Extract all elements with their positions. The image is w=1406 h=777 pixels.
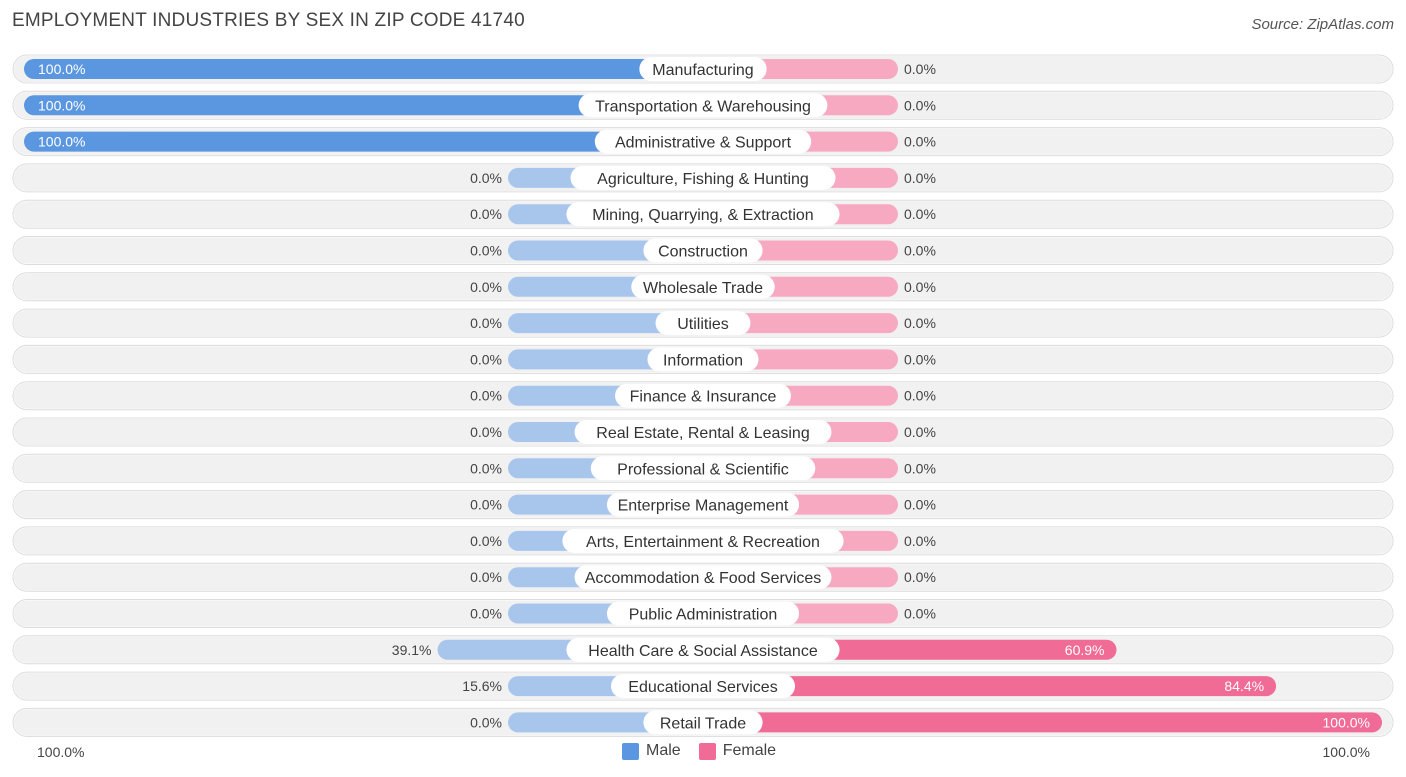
value-label-male: 0.0%	[470, 424, 502, 440]
category-label: Professional & Scientific	[617, 461, 789, 478]
value-label-male: 0.0%	[470, 460, 502, 476]
value-label-female: 0.0%	[904, 497, 936, 513]
category-label: Utilities	[677, 316, 729, 333]
legend-item-male: Male	[622, 742, 681, 760]
value-label-male: 0.0%	[470, 351, 502, 367]
category-pill	[611, 674, 795, 699]
category-label: Manufacturing	[652, 62, 753, 79]
bar-female	[703, 313, 898, 334]
bar-female	[703, 712, 1382, 733]
category-label: Accommodation & Food Services	[585, 570, 822, 587]
source-label: Source: ZipAtlas.com	[1251, 16, 1394, 33]
category-label: Real Estate, Rental & Leasing	[596, 425, 809, 442]
category-label: Mining, Quarrying, & Extraction	[592, 207, 813, 224]
category-pill	[566, 637, 840, 662]
value-label-male: 100.0%	[38, 97, 85, 113]
category-pill	[639, 57, 767, 81]
legend-label-male: Male	[646, 742, 681, 759]
value-label-male: 15.6%	[462, 678, 502, 694]
value-label-male: 0.0%	[470, 497, 502, 513]
category-pill	[578, 93, 828, 118]
category-label: Administrative & Support	[615, 135, 792, 152]
value-label-female: 0.0%	[904, 388, 936, 404]
bar-male	[508, 313, 703, 334]
category-pill	[647, 347, 759, 372]
legend-swatch-female	[698, 742, 716, 760]
category-label: Construction	[658, 244, 748, 261]
legend: Male Female	[622, 742, 786, 760]
axis-right-label: 100.0%	[1322, 744, 1370, 760]
value-label-female: 0.0%	[904, 606, 936, 622]
value-label-female: 0.0%	[904, 279, 936, 295]
category-pill	[562, 528, 844, 553]
category-label: Information	[663, 352, 743, 369]
value-label-female: 0.0%	[904, 97, 936, 113]
value-label-female: 100.0%	[1323, 714, 1370, 730]
axis-left-label: 100.0%	[37, 744, 85, 760]
bar-male	[24, 131, 703, 152]
bar-male	[24, 95, 703, 116]
category-label: Wholesale Trade	[643, 280, 763, 297]
category-label: Educational Services	[628, 679, 777, 696]
category-pill	[574, 565, 832, 590]
value-label-male: 0.0%	[470, 170, 502, 186]
legend-item-female: Female	[698, 742, 777, 760]
value-label-male: 0.0%	[470, 315, 502, 331]
bar-male	[24, 59, 703, 79]
value-label-female: 0.0%	[904, 61, 936, 77]
category-pill	[615, 383, 791, 408]
category-label: Retail Trade	[660, 715, 746, 732]
value-label-female: 0.0%	[904, 315, 936, 331]
category-pill	[643, 710, 763, 735]
category-pill	[655, 311, 751, 336]
category-pill	[606, 601, 800, 626]
bar-female	[703, 676, 1277, 697]
value-label-female: 0.0%	[904, 134, 936, 150]
category-pill	[570, 165, 836, 190]
category-pill	[594, 129, 812, 154]
value-label-female: 0.0%	[904, 206, 936, 222]
category-pill	[566, 202, 840, 227]
value-label-male: 0.0%	[470, 243, 502, 259]
value-label-female: 60.9%	[1065, 642, 1105, 658]
category-label: Transportation & Warehousing	[595, 98, 811, 115]
chart-area: 100.0% 0.0% Manufacturing 100.0% 0.0% Transpo…	[12, 54, 1394, 737]
category-pill	[643, 238, 763, 263]
category-label: Health Care & Social Assistance	[588, 643, 818, 660]
value-label-male: 0.0%	[470, 606, 502, 622]
value-label-female: 0.0%	[904, 170, 936, 186]
value-label-female: 0.0%	[904, 533, 936, 549]
legend-label-female: Female	[722, 742, 777, 759]
category-pill	[590, 456, 816, 481]
value-label-female: 0.0%	[904, 424, 936, 440]
value-label-female: 84.4%	[1224, 678, 1264, 694]
category-label: Agriculture, Fishing & Hunting	[597, 171, 809, 188]
category-pill	[606, 492, 800, 517]
value-label-male: 0.0%	[470, 714, 502, 730]
value-label-female: 0.0%	[904, 243, 936, 259]
value-label-male: 0.0%	[470, 279, 502, 295]
category-pill	[631, 274, 775, 299]
chart-title: EMPLOYMENT INDUSTRIES BY SEX IN ZIP CODE…	[12, 10, 525, 31]
value-label-female: 0.0%	[904, 569, 936, 585]
value-label-female: 0.0%	[904, 351, 936, 367]
value-label-male: 100.0%	[38, 134, 85, 150]
value-label-male: 0.0%	[470, 533, 502, 549]
value-label-male: 0.0%	[470, 569, 502, 585]
value-label-male: 100.0%	[38, 61, 85, 77]
category-label: Finance & Insurance	[630, 389, 777, 406]
category-label: Public Administration	[629, 607, 778, 624]
category-label: Enterprise Management	[618, 498, 789, 515]
value-label-male: 0.0%	[470, 388, 502, 404]
value-label-male: 0.0%	[470, 206, 502, 222]
category-pill	[574, 420, 832, 444]
value-label-male: 39.1%	[392, 642, 432, 658]
category-label: Arts, Entertainment & Recreation	[586, 534, 820, 551]
legend-swatch-male	[622, 742, 639, 760]
value-label-female: 0.0%	[904, 460, 936, 476]
